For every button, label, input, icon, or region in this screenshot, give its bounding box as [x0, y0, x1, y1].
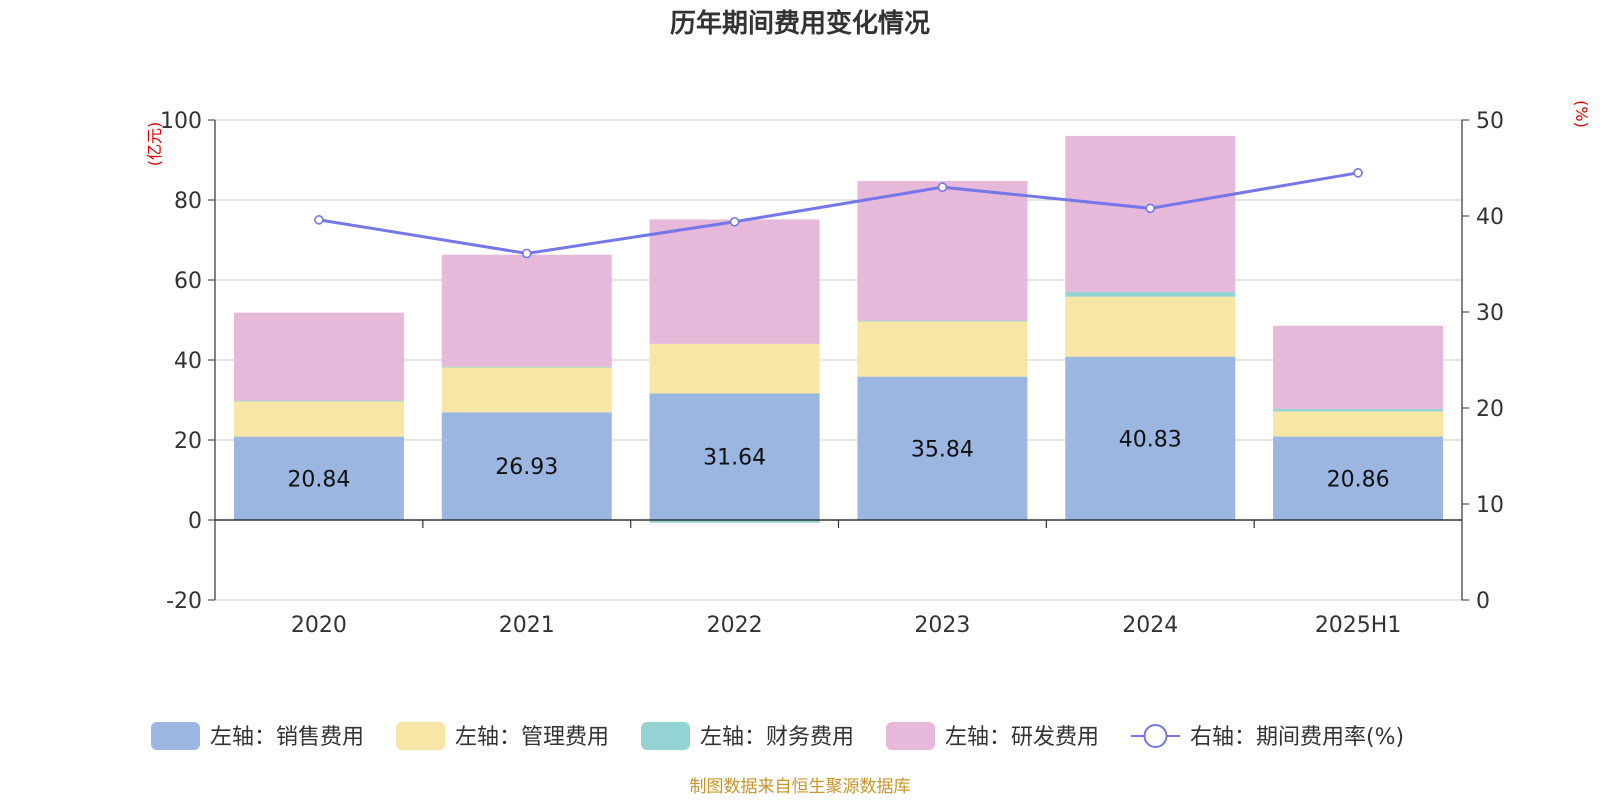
bar-segment — [857, 320, 1028, 322]
legend-swatch — [641, 722, 690, 750]
legend-line-marker — [1143, 724, 1168, 748]
bar-segment — [233, 436, 404, 520]
legend-swatch — [151, 722, 200, 750]
bar-series — [233, 135, 1444, 523]
bar-value-label: 35.84 — [911, 437, 974, 462]
category-label: 2022 — [707, 613, 763, 638]
source-note: 制图数据来自恒生聚源数据库 — [690, 777, 911, 797]
rate-point — [314, 215, 324, 225]
bar-segment — [1273, 436, 1444, 520]
right-axis-tick-label: 40 — [1476, 205, 1504, 230]
category-label: 2024 — [1122, 613, 1178, 638]
bar-segment — [441, 367, 612, 413]
bar-segment — [857, 321, 1028, 377]
rate-point — [1353, 168, 1363, 178]
left-axis-tick-label: 100 — [160, 109, 202, 134]
bar-segment — [649, 393, 820, 520]
category-label: 2021 — [499, 613, 555, 638]
bar-segment — [1065, 296, 1236, 357]
bar-segment — [857, 181, 1028, 321]
category-label: 2023 — [914, 613, 970, 638]
legend-label: 右轴：期间费用率(%) — [1190, 725, 1404, 750]
bar-segment — [233, 400, 404, 402]
bar-value-label: 20.84 — [287, 467, 350, 492]
bar-segment — [1273, 408, 1444, 412]
bar-value-label: 26.93 — [495, 455, 558, 480]
bar-segment — [649, 219, 820, 344]
bar-segment — [1273, 325, 1444, 409]
data-labels: 20.84 26.93 31.64 35.84 40.83 20.86 — [287, 427, 1389, 492]
bar-segment — [441, 366, 612, 368]
rate-point — [1145, 203, 1156, 214]
left-axis-tick-label: 80 — [174, 189, 202, 214]
right-axis-unit: (%) — [1572, 100, 1591, 128]
bar-segment — [441, 254, 612, 367]
bar-segment — [649, 343, 820, 394]
bar-value-label: 31.64 — [703, 446, 766, 471]
legend: 左轴：销售费用 左轴：管理费用 左轴：财务费用 左轴：研发费用 右轴：期间费用率(%) — [151, 722, 1404, 750]
left-axis-tick-label: 20 — [174, 429, 202, 454]
category-label: 2020 — [291, 613, 347, 638]
legend-label: 左轴：财务费用 — [700, 725, 854, 750]
bar-segment — [1065, 356, 1236, 520]
left-axis-tick-label: -20 — [166, 589, 202, 614]
legend-label: 左轴：研发费用 — [945, 725, 1099, 750]
category-label: 2025H1 — [1315, 613, 1402, 638]
bar-segment — [233, 401, 404, 437]
rate-point — [937, 182, 948, 192]
left-axis-tick-label: 60 — [174, 269, 202, 294]
axes: -20 0 20 40 60 80 100 0 10 20 30 40 50 2020 2021 2022 20… — [160, 109, 1504, 638]
right-axis-tick-label: 0 — [1476, 589, 1490, 614]
rate-point — [521, 248, 532, 259]
bar-segment — [1065, 135, 1236, 292]
legend-swatch — [396, 722, 445, 750]
rate-point — [729, 216, 740, 227]
right-axis-tick-label: 30 — [1476, 301, 1504, 326]
legend-label: 左轴：销售费用 — [210, 725, 364, 750]
grid-lines — [215, 119, 1462, 601]
bar-segment — [1065, 291, 1236, 297]
left-axis-unit: (亿元) — [145, 122, 164, 167]
bar-value-label: 40.83 — [1119, 427, 1182, 452]
bar-segment — [857, 376, 1028, 520]
rate-line — [318, 171, 1359, 255]
right-axis-tick-label: 20 — [1476, 397, 1504, 422]
bar-segment — [1273, 411, 1444, 437]
right-axis-tick-label: 10 — [1476, 493, 1504, 518]
left-axis-tick-label: 40 — [174, 349, 202, 374]
bar-value-label: 20.86 — [1327, 467, 1390, 492]
rate-line-series — [314, 168, 1363, 259]
legend-swatch — [886, 722, 935, 750]
right-axis-tick-label: 50 — [1476, 109, 1504, 134]
bar-segment — [441, 412, 612, 520]
bar-segment — [233, 312, 404, 401]
chart-title: 历年期间费用变化情况 — [670, 8, 930, 39]
bar-segment — [649, 520, 820, 523]
left-axis-tick-label: 0 — [188, 509, 202, 534]
legend-label: 左轴：管理费用 — [455, 725, 609, 750]
